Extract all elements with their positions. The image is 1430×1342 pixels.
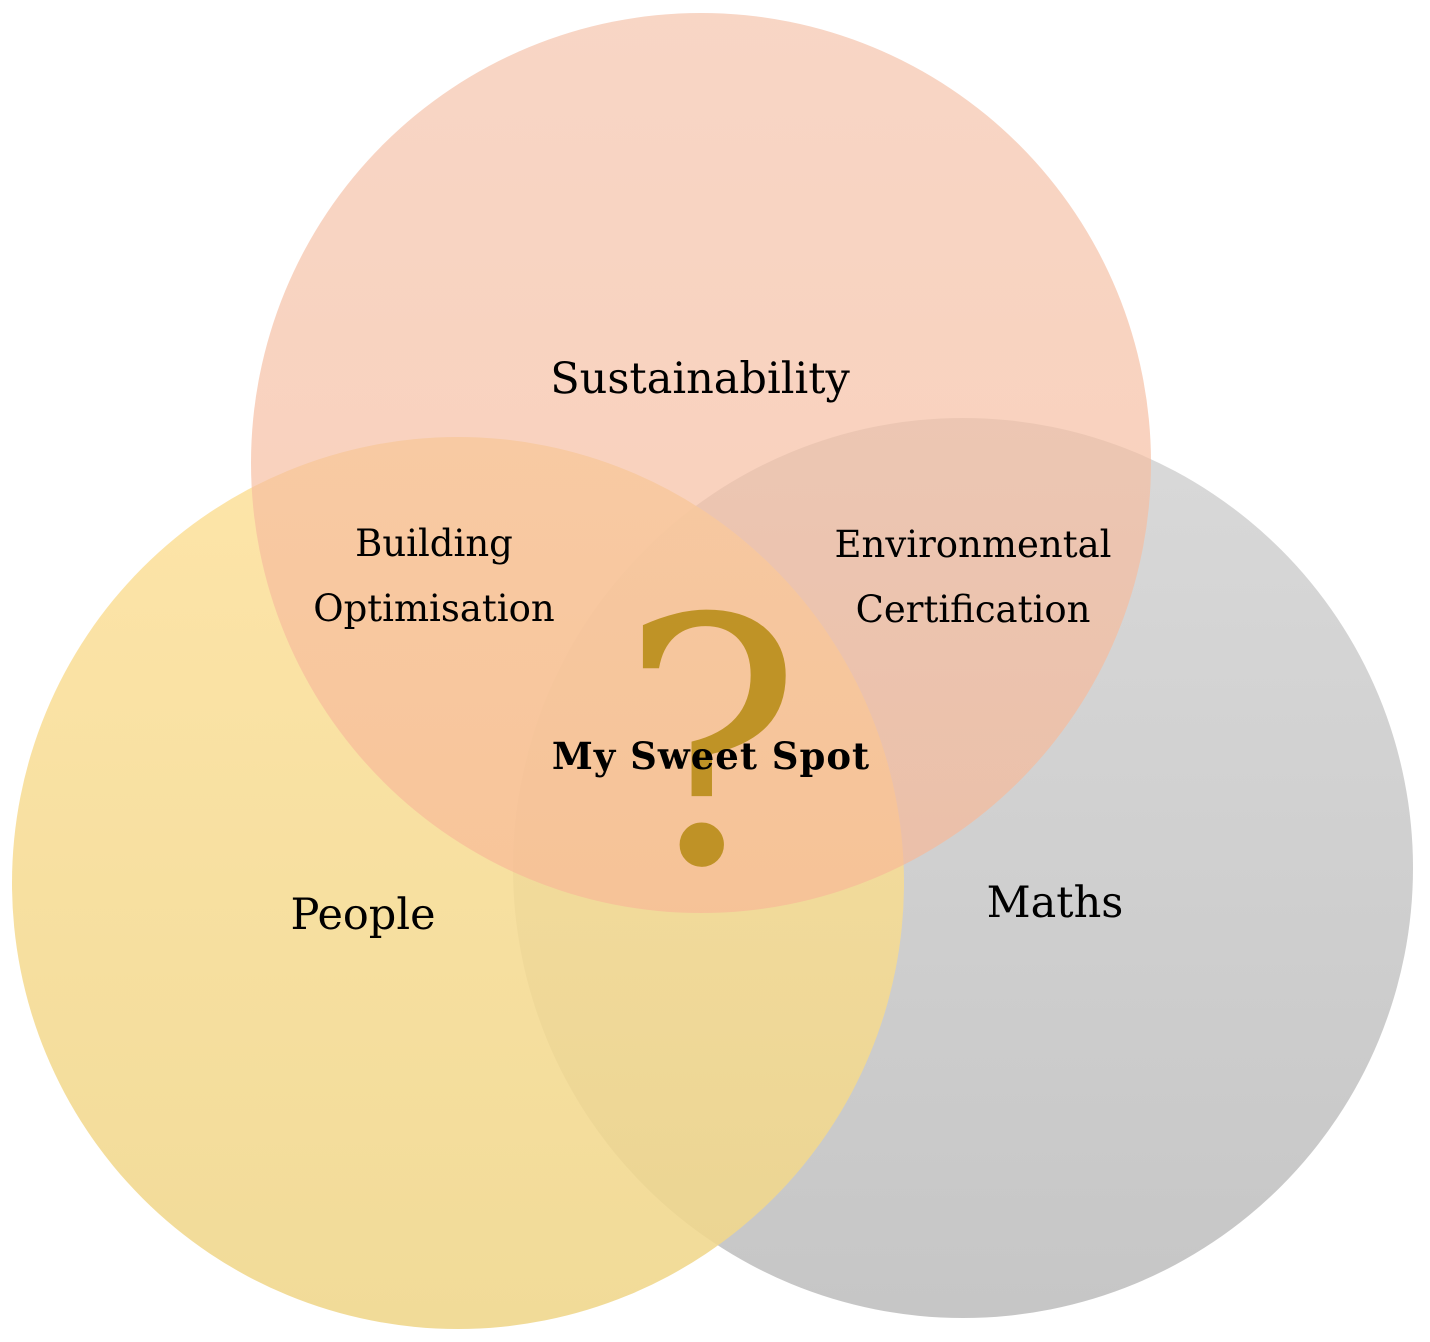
sustainability-label: Sustainability <box>550 354 850 404</box>
sweet-spot-label: My Sweet Spot <box>552 734 870 778</box>
building-optimisation-line2: Optimisation <box>313 587 555 630</box>
environmental-certification-line1: Environmental <box>835 523 1112 566</box>
maths-label: Maths <box>987 878 1124 928</box>
sustainability-circle <box>251 13 1151 913</box>
environmental-certification-line2: Certification <box>856 588 1091 631</box>
people-label: People <box>290 890 435 940</box>
question-mark-icon: ? <box>620 547 802 943</box>
building-optimisation-line1: Building <box>355 522 513 565</box>
